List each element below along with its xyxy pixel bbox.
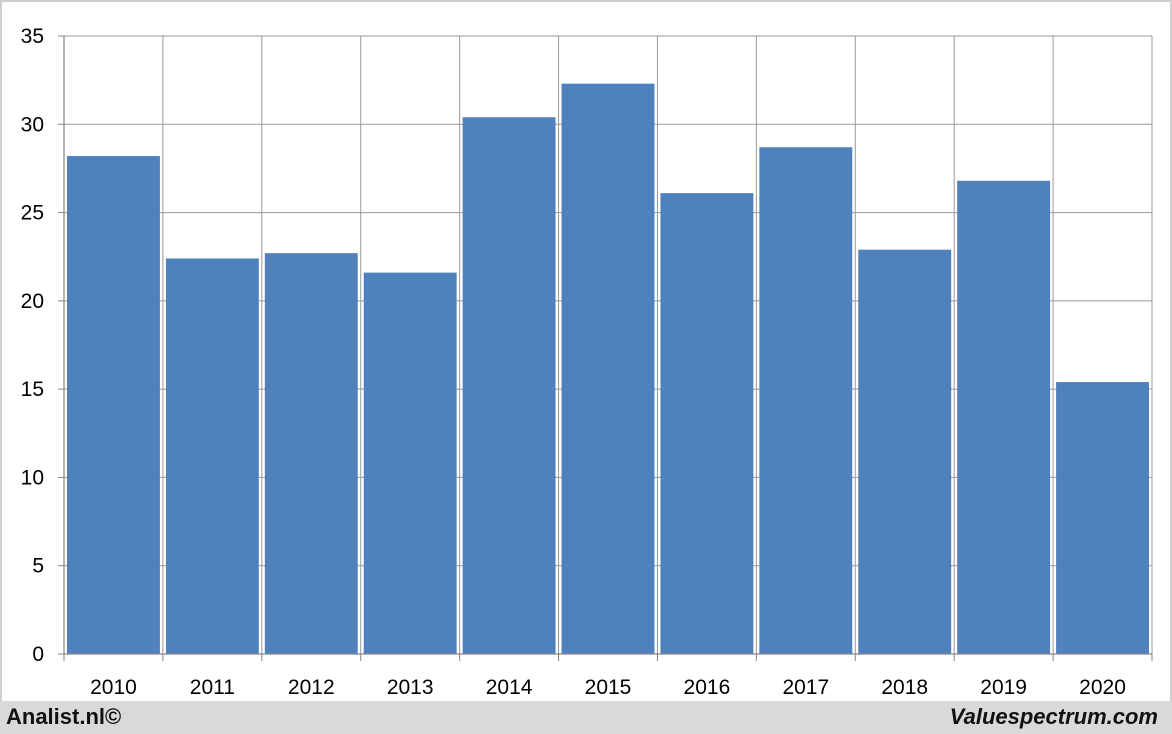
bar-chart: 0 5 10 15 20 25 30 35 2010 2011 2012 2013 2014 2015 20…	[21, 25, 1153, 699]
x-tick-label: 2014	[486, 676, 533, 699]
y-tick-label: 5	[32, 555, 44, 578]
y-tick-label: 30	[21, 113, 44, 136]
y-tick-label: 15	[21, 378, 44, 401]
bar-2020	[1056, 382, 1149, 654]
bar-2010	[67, 156, 160, 654]
y-tick-label: 35	[21, 25, 44, 48]
bar-2011	[165, 258, 259, 654]
x-tick-label: 2019	[980, 676, 1027, 699]
y-tick-label: 0	[32, 643, 44, 666]
bar-2013	[363, 272, 457, 654]
bar-2017	[759, 147, 853, 655]
bar-2018	[858, 249, 952, 654]
bar-2016	[660, 193, 754, 655]
x-tick-label: 2016	[684, 676, 731, 699]
bar-2012	[264, 253, 358, 654]
footer: Analist.nl© Valuespectrum.com	[0, 701, 1172, 734]
x-tick-label: 2015	[585, 676, 632, 699]
x-tick-label: 2010	[90, 676, 137, 699]
bar-2019	[957, 180, 1051, 654]
footer-right-credit: Valuespectrum.com	[949, 704, 1158, 729]
footer-left-credit: Analist.nl©	[6, 704, 122, 729]
y-tick-label: 20	[21, 290, 44, 313]
y-tick-label: 10	[21, 466, 44, 489]
y-tick-label: 25	[21, 202, 44, 225]
bar-2015	[561, 83, 655, 654]
x-tick-label: 2017	[782, 676, 829, 699]
x-tick-label: 2013	[387, 676, 434, 699]
x-tick-label: 2018	[881, 676, 928, 699]
x-tick-label: 2012	[288, 676, 335, 699]
x-tick-label: 2020	[1079, 676, 1126, 699]
bar-2014	[462, 117, 556, 655]
x-tick-label: 2011	[190, 676, 235, 699]
